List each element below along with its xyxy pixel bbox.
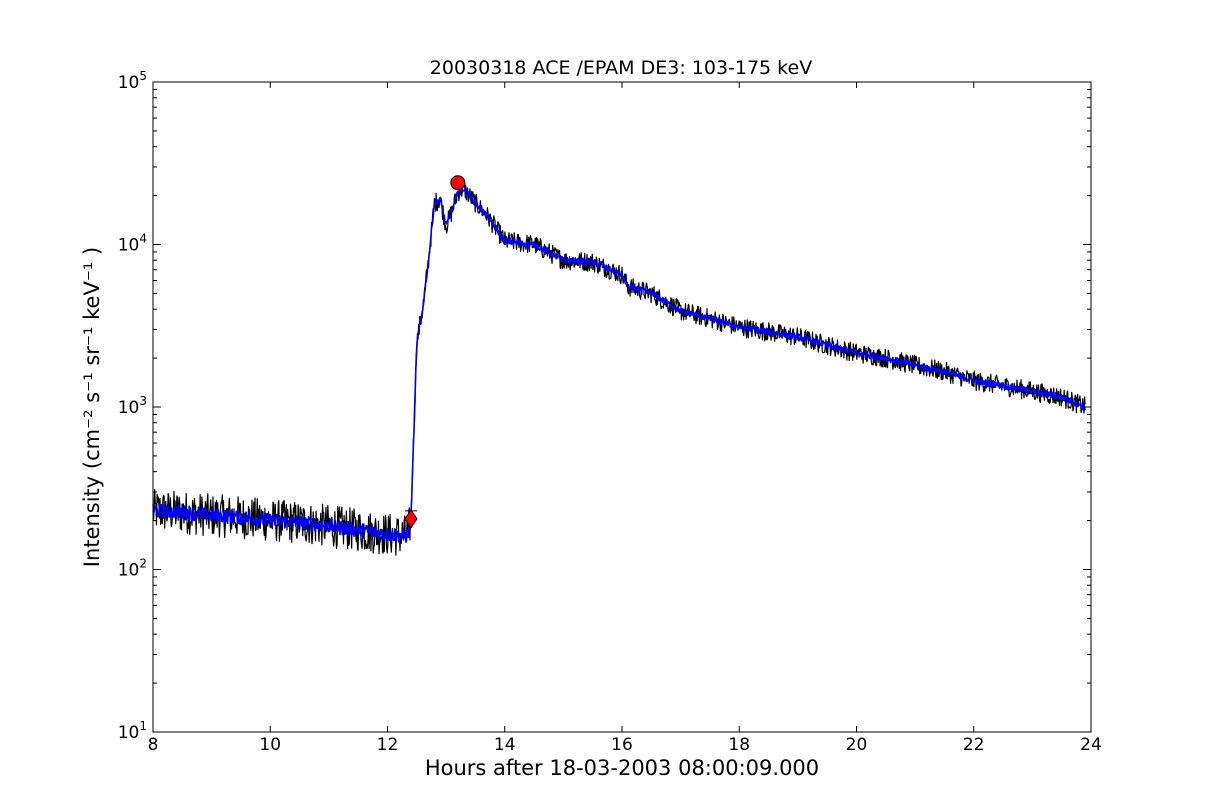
x-axis: 8 10 12 14 16 18 20 22 24	[148, 82, 1102, 755]
y-tick-label: 104	[118, 232, 147, 256]
peak-marker	[450, 175, 466, 191]
x-tick-label: 20	[846, 735, 868, 755]
y-tick-label: 103	[118, 394, 147, 418]
series-raw-line	[152, 181, 1086, 556]
x-tick-label: 12	[377, 735, 399, 755]
y-tick-label: 105	[118, 69, 147, 93]
x-tick-label: 14	[494, 735, 516, 755]
onset-marker	[404, 508, 418, 529]
x-axis-label: Hours after 18-03-2003 08:00:09.000	[425, 756, 819, 780]
y-axis: 101 102 103 104 105	[118, 69, 1091, 743]
x-tick-label: 18	[728, 735, 750, 755]
y-axis-label: Intensity (cm⁻² s⁻¹ sr⁻¹ keV⁻¹ )	[80, 247, 104, 567]
series-smoothed-line	[152, 186, 1086, 543]
y-tick-label: 101	[118, 719, 147, 743]
y-tick-label: 102	[118, 557, 147, 581]
x-tick-label: 16	[611, 735, 633, 755]
plot-area	[152, 175, 1086, 556]
plot-frame	[152, 81, 1092, 733]
x-tick-label: 22	[963, 735, 985, 755]
chart-title: 20030318 ACE /EPAM DE3: 103-175 keV	[430, 57, 812, 79]
x-tick-label: 24	[1080, 735, 1102, 755]
x-tick-label: 8	[148, 735, 159, 755]
x-tick-label: 10	[259, 735, 281, 755]
